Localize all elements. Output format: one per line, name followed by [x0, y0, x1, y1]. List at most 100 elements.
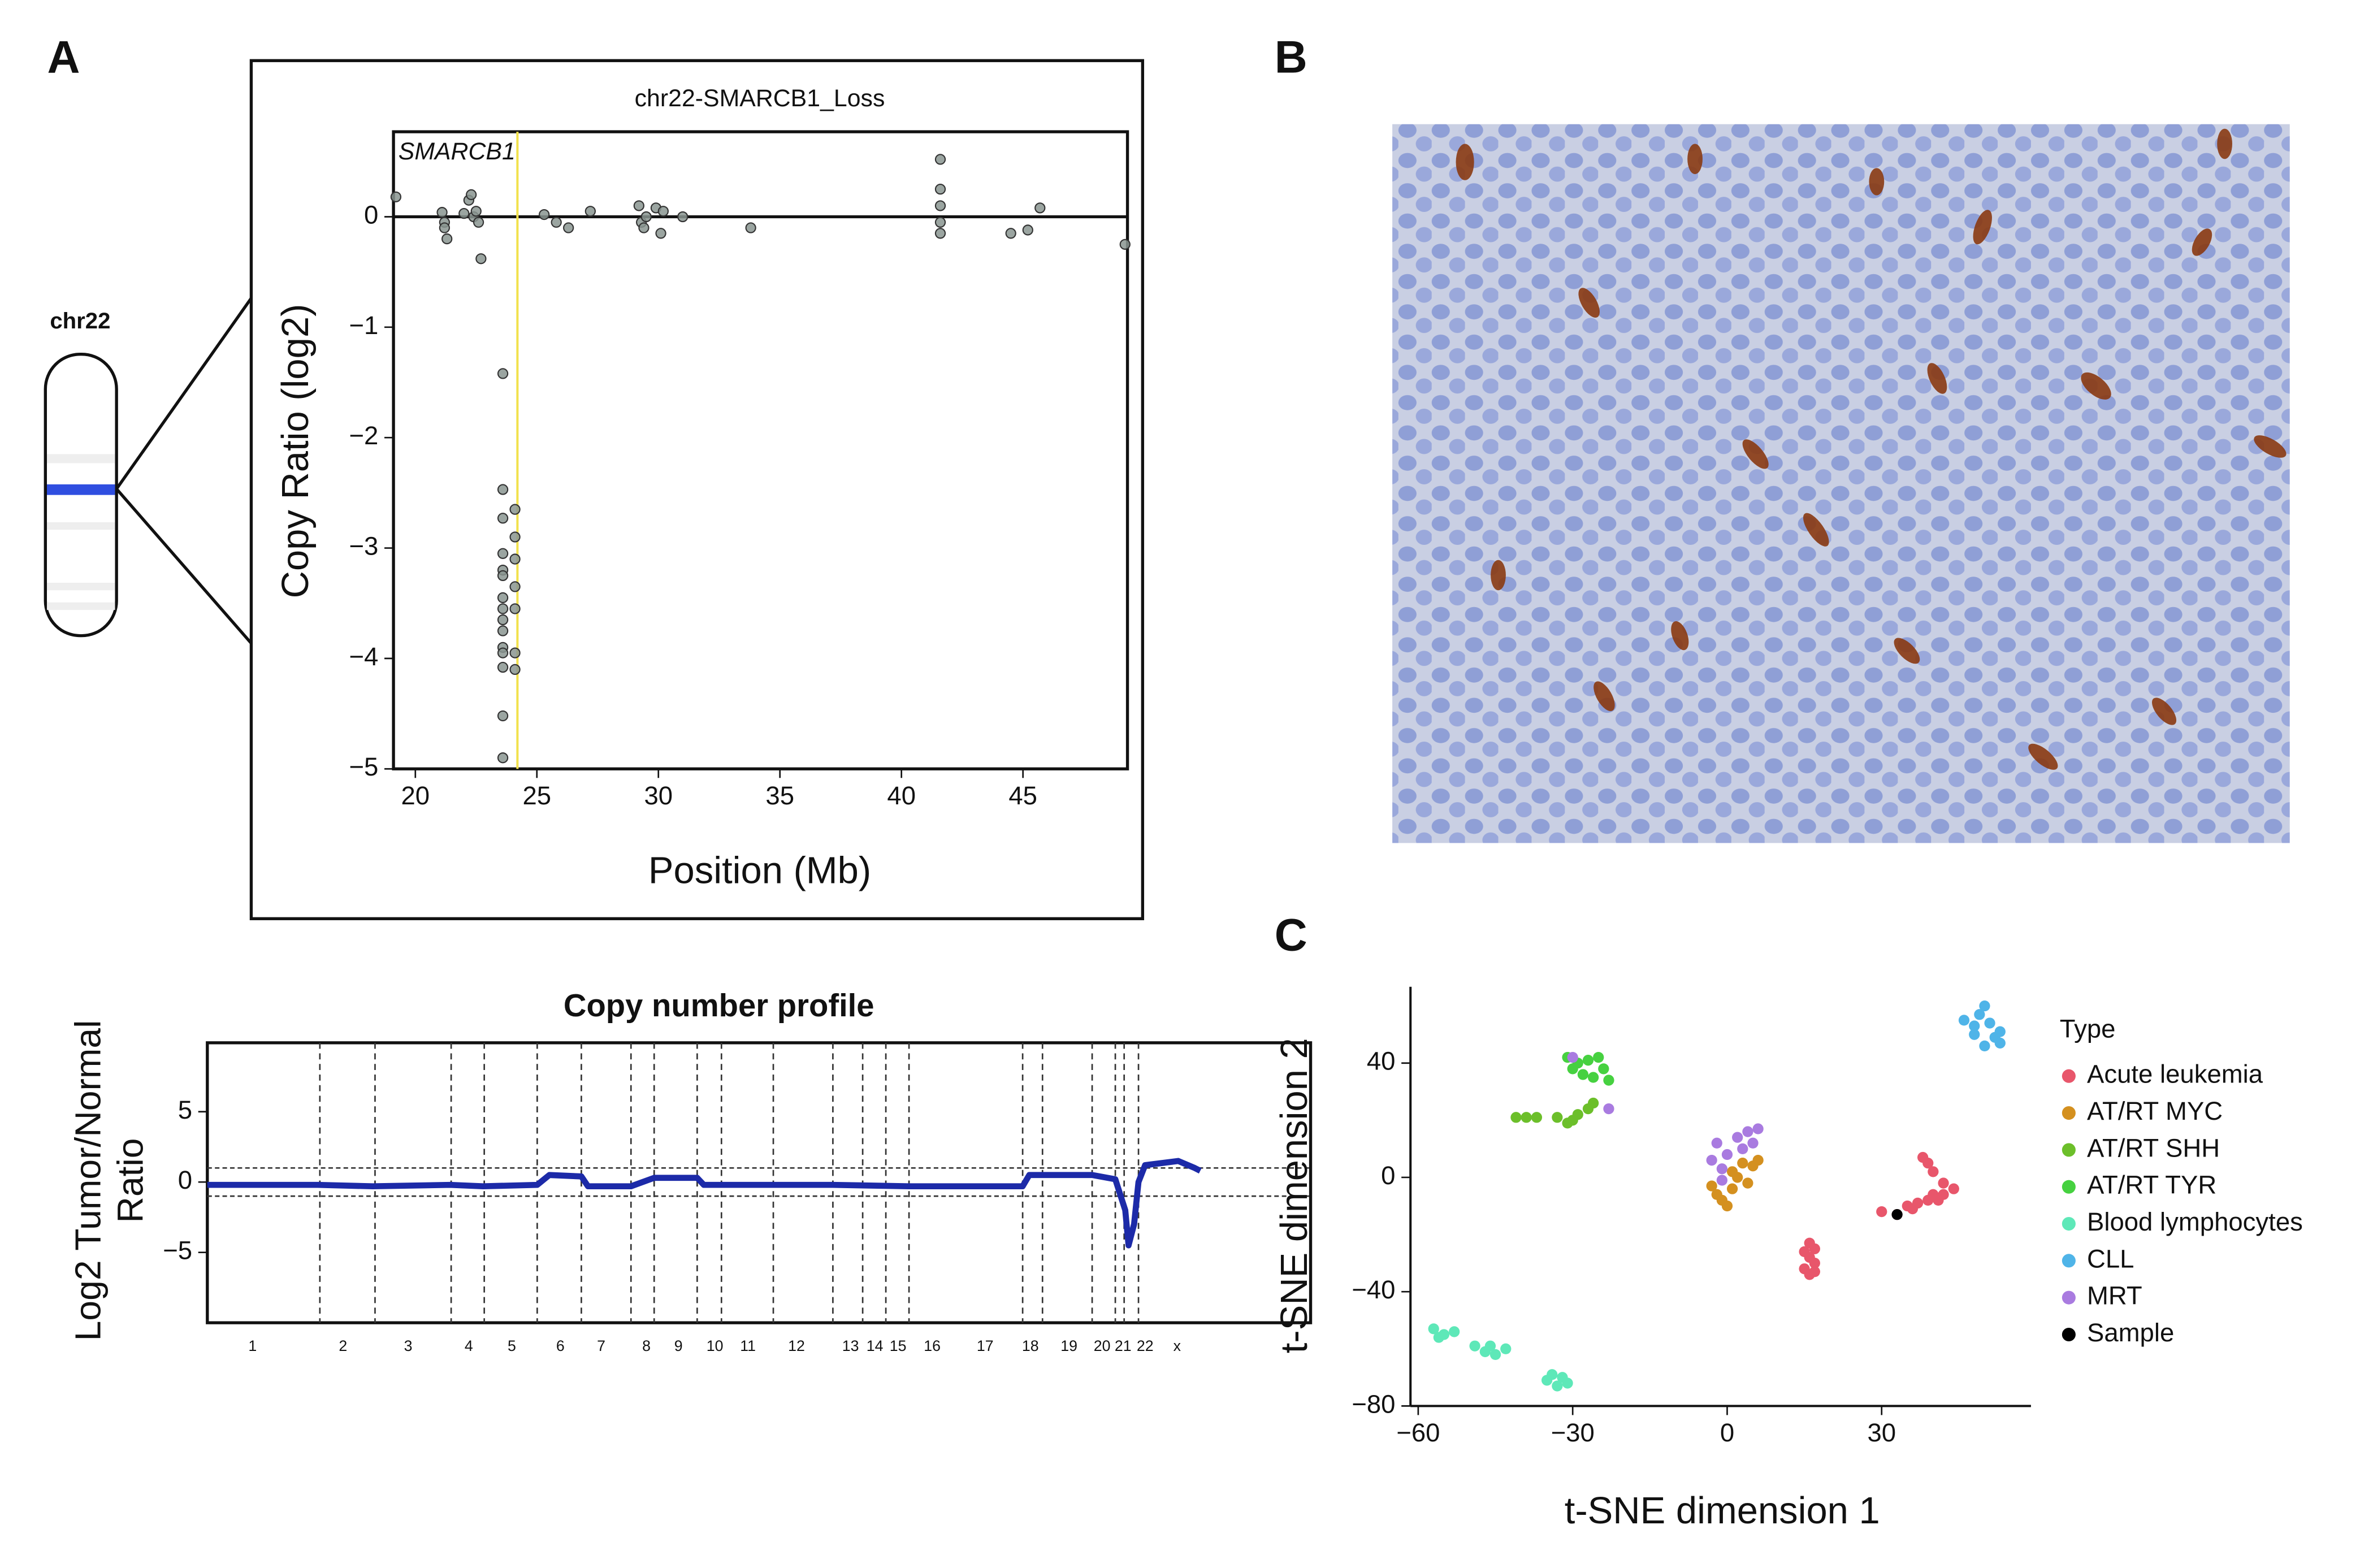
data-point [655, 228, 666, 239]
x-tick-label: 35 [765, 781, 794, 810]
profile-line [207, 1158, 1202, 1249]
data-point [1721, 1200, 1733, 1212]
data-point [1587, 1097, 1599, 1109]
data-point [1510, 1112, 1522, 1123]
data-point [497, 548, 509, 559]
data-point [1484, 1340, 1496, 1352]
data-point [1747, 1137, 1759, 1149]
ideogram: chr22 [44, 297, 253, 644]
x-tick-label: x [1173, 1337, 1181, 1354]
data-point [1737, 1143, 1748, 1155]
x-tick-label: 45 [1008, 781, 1037, 810]
x-tick-label: 0 [1720, 1418, 1734, 1447]
y-tick-label: −3 [349, 532, 378, 561]
legend-label: Acute leukemia [2087, 1060, 2263, 1089]
x-tick-label: 21 [1115, 1337, 1132, 1354]
data-point [1582, 1055, 1594, 1066]
data-point [497, 592, 509, 604]
data-point [1969, 1029, 1980, 1040]
data-point [509, 504, 521, 515]
data-point [677, 211, 688, 223]
data-point [1428, 1323, 1439, 1335]
micrograph [1392, 124, 2290, 843]
data-point [539, 209, 550, 220]
data-point [1907, 1203, 1919, 1215]
x-axis-label: t-SNE dimension 1 [1565, 1489, 1880, 1532]
data-point [441, 233, 453, 245]
data-point [584, 206, 596, 217]
x-tick-label: 7 [597, 1337, 605, 1354]
x-tick-label: 10 [707, 1337, 724, 1354]
y-axis-label: Ratio [110, 1138, 151, 1223]
x-tick-label: 6 [556, 1337, 565, 1354]
x-tick-label: 18 [1022, 1337, 1039, 1354]
data-point [1603, 1075, 1614, 1086]
data-point [497, 710, 509, 722]
data-point [1034, 202, 1046, 214]
legend-label: AT/RT MYC [2087, 1097, 2223, 1125]
data-point [934, 184, 946, 195]
data-point [509, 664, 521, 675]
data-point [1557, 1372, 1568, 1383]
data-point [509, 553, 521, 565]
data-point [1928, 1166, 1939, 1177]
legend-label: CLL [2087, 1244, 2134, 1273]
data-point [1489, 1349, 1501, 1361]
y-tick-label: 5 [178, 1095, 192, 1124]
data-point [470, 206, 482, 217]
data-point [466, 189, 477, 201]
data-point [509, 603, 521, 614]
data-point [934, 154, 946, 165]
data-point [1809, 1257, 1820, 1269]
data-point [497, 752, 509, 764]
data-point [1938, 1177, 1949, 1189]
y-axis-label: t-SNE dimension 2 [1273, 1038, 1315, 1353]
data-point [390, 191, 402, 202]
x-tick-label: 20 [1094, 1337, 1111, 1354]
data-point [1587, 1072, 1599, 1083]
data-point [1933, 1194, 1944, 1206]
data-point [934, 200, 946, 211]
x-tick-label: 14 [867, 1337, 884, 1354]
data-point [1531, 1112, 1543, 1123]
data-point [1706, 1180, 1717, 1192]
x-tick-label: 13 [842, 1337, 859, 1354]
panel-label: A [47, 32, 80, 83]
plot-frame [392, 130, 1129, 770]
data-point [1547, 1369, 1558, 1380]
data-point [1809, 1266, 1820, 1277]
data-point [1577, 1069, 1589, 1080]
data-point [1979, 1040, 1990, 1052]
data-point [1948, 1183, 1959, 1194]
legend-label: AT/RT SHH [2087, 1133, 2220, 1162]
data-point [1716, 1175, 1728, 1186]
y-tick-label: 40 [1367, 1047, 1396, 1076]
data-point [1721, 1149, 1733, 1160]
x-tick-label: 9 [674, 1337, 683, 1354]
data-point [1891, 1209, 1903, 1220]
legend-swatch [2062, 1216, 2076, 1231]
data-point [1984, 1017, 1995, 1029]
x-tick-label: 1 [248, 1337, 257, 1354]
data-point [1593, 1051, 1604, 1063]
data-point [1732, 1132, 1743, 1143]
data-point [1979, 1000, 1990, 1012]
data-point [1567, 1051, 1578, 1063]
data-point [563, 222, 574, 233]
legend-label: MRT [2087, 1281, 2142, 1310]
data-point [1005, 228, 1016, 239]
legend-swatch [2062, 1143, 2076, 1157]
data-point [1742, 1177, 1753, 1189]
y-tick-label: 0 [178, 1166, 192, 1194]
data-point [1716, 1163, 1728, 1175]
data-point [551, 216, 562, 228]
data-point [497, 513, 509, 524]
y-axis-label: Log2 Tumor/Normal [68, 1020, 109, 1341]
y-tick-label: −5 [349, 752, 378, 781]
data-point [1567, 1063, 1578, 1075]
data-point [497, 661, 509, 673]
x-tick-label: 11 [740, 1337, 756, 1354]
data-point [475, 253, 487, 265]
data-point [509, 531, 521, 543]
